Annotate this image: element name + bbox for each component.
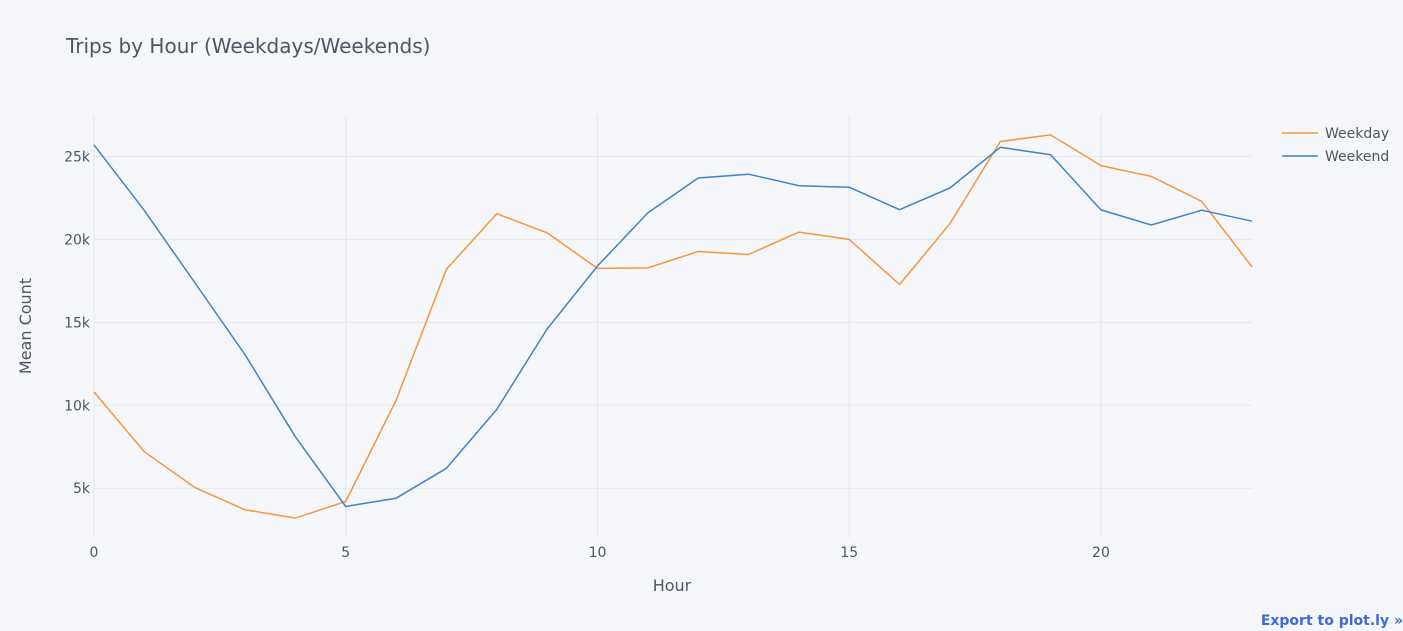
x-axis-ticks: 0 5 10 15 20 bbox=[90, 545, 1110, 561]
legend-label: Weekend bbox=[1325, 149, 1389, 165]
y-tick-label: 15k bbox=[64, 315, 91, 331]
y-axis-title: Mean Count bbox=[16, 278, 35, 374]
x-tick-label: 15 bbox=[840, 545, 858, 561]
legend-item-weekday[interactable]: Weekday bbox=[1282, 126, 1389, 142]
export-to-plotly-link[interactable]: Export to plot.ly » bbox=[1260, 613, 1403, 629]
legend[interactable]: Weekday Weekend bbox=[1282, 126, 1389, 165]
y-tick-label: 5k bbox=[73, 481, 91, 497]
x-tick-label: 10 bbox=[589, 545, 607, 561]
grid bbox=[93, 115, 1252, 538]
series-line-weekday[interactable] bbox=[93, 134, 1253, 519]
legend-label: Weekday bbox=[1325, 126, 1389, 142]
legend-item-weekend[interactable]: Weekend bbox=[1282, 149, 1389, 165]
y-tick-label: 20k bbox=[64, 232, 91, 248]
y-tick-label: 25k bbox=[64, 149, 91, 165]
x-tick-label: 5 bbox=[341, 545, 350, 561]
series-lines bbox=[93, 134, 1253, 519]
x-axis-title: Hour bbox=[653, 576, 692, 595]
series-line-weekend[interactable] bbox=[93, 144, 1253, 508]
x-tick-label: 20 bbox=[1092, 545, 1110, 561]
y-axis-ticks: 5k 10k 15k 20k 25k bbox=[64, 149, 91, 497]
chart-title: Trips by Hour (Weekdays/Weekends) bbox=[65, 34, 430, 58]
y-tick-label: 10k bbox=[64, 398, 91, 414]
x-tick-label: 0 bbox=[90, 545, 99, 561]
